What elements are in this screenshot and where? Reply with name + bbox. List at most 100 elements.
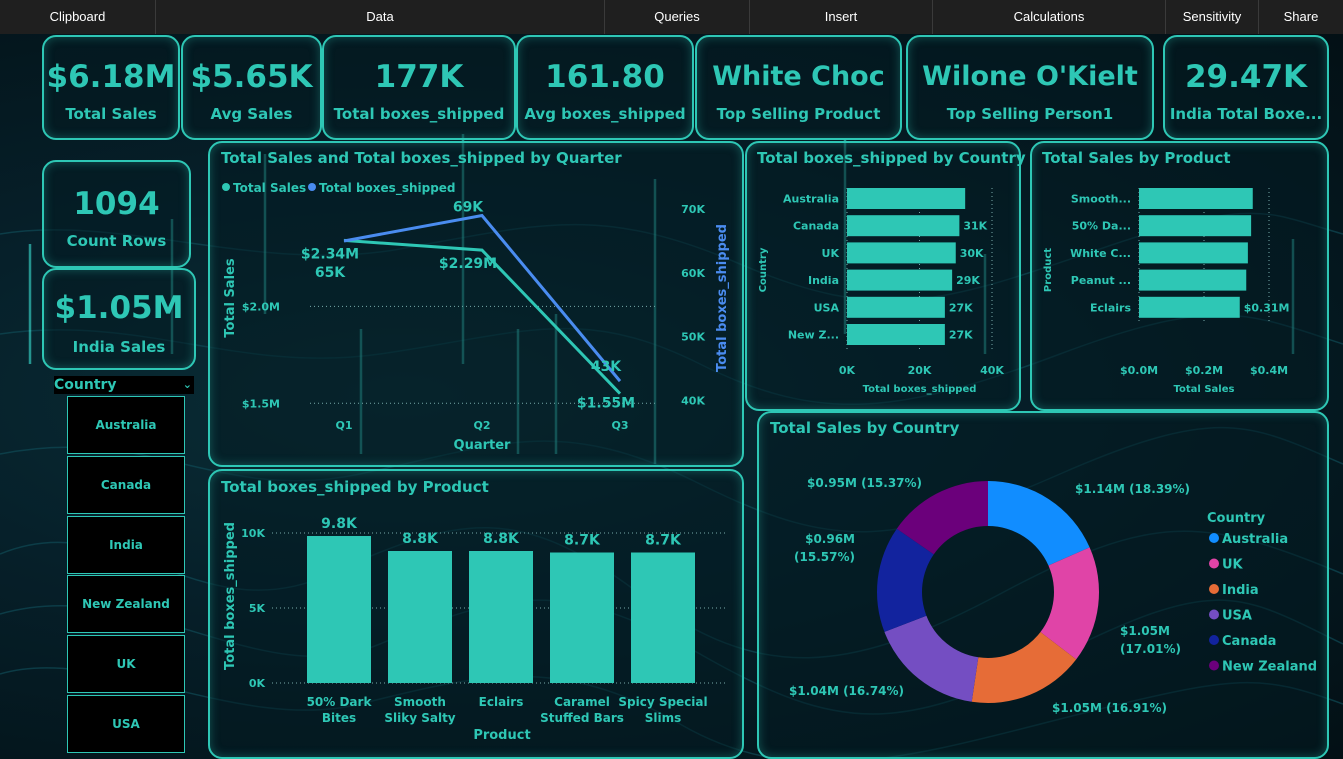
chart-card-sales-boxes-by-quarter[interactable] bbox=[208, 141, 744, 467]
chart-title: Total Sales by Country bbox=[770, 419, 960, 437]
bar bbox=[847, 188, 966, 209]
data-label: $0.95M (15.37%) bbox=[807, 476, 922, 490]
kpi-card-top-product[interactable]: White Choc Top Selling Product bbox=[695, 35, 902, 140]
y2-tick-label: 60K bbox=[681, 267, 705, 280]
donut-chart: $1.14M (18.39%) $1.05M (17.01%) $1.05M (16.… bbox=[789, 476, 1317, 715]
x-tick-label: Q1 bbox=[335, 419, 352, 432]
bar bbox=[847, 269, 953, 291]
series-line-total-boxes bbox=[343, 213, 622, 383]
slicer-title: Country bbox=[54, 377, 117, 393]
bar bbox=[847, 324, 945, 345]
kpi-card-total-sales[interactable]: $6.18M Total Sales bbox=[42, 35, 180, 140]
donut-slice bbox=[971, 632, 1077, 703]
x-tick-label: Sliky Salty bbox=[384, 711, 455, 725]
y-tick-label: White C... bbox=[1070, 247, 1131, 260]
kpi-card-top-person[interactable]: Wilone O'Kielt Top Selling Person1 bbox=[906, 35, 1154, 140]
y-tick-label: India bbox=[808, 274, 839, 287]
ribbon-tab-data[interactable]: Data bbox=[156, 0, 605, 34]
x-tick-label: 50% Dark bbox=[307, 695, 373, 709]
x-tick-label: Stuffed Bars bbox=[540, 711, 624, 725]
bar bbox=[631, 552, 695, 683]
bar bbox=[550, 552, 614, 683]
donut-slice bbox=[1040, 547, 1099, 660]
chart-title: Total Sales by Product bbox=[1042, 149, 1231, 167]
kpi-label: Top Selling Person1 bbox=[946, 105, 1114, 123]
x-tick-label: Slims bbox=[645, 711, 682, 725]
ribbon-tab-sensitivity[interactable]: Sensitivity bbox=[1166, 0, 1259, 34]
donut-slice bbox=[884, 615, 979, 702]
data-label: $0.31M bbox=[1244, 301, 1290, 314]
slicer-item-canada[interactable]: Canada bbox=[67, 456, 185, 514]
kpi-card-avg-boxes[interactable]: 161.80 Avg boxes_shipped bbox=[516, 35, 694, 140]
y-tick-label: 5K bbox=[249, 602, 266, 615]
legend-marker bbox=[1209, 635, 1219, 645]
bar bbox=[1139, 269, 1247, 291]
bar bbox=[1139, 242, 1248, 264]
kpi-value: $1.05M bbox=[54, 290, 184, 326]
bar-chart-product-sales: $0.0M $0.2M $0.4M Smooth... 50% Da... White C… bbox=[1043, 188, 1290, 395]
x-tick-label: Eclairs bbox=[479, 695, 524, 709]
chevron-down-icon[interactable]: ⌄ bbox=[182, 378, 192, 391]
kpi-value: $5.65K bbox=[190, 59, 313, 95]
data-label: $1.04M (16.74%) bbox=[789, 684, 904, 698]
data-label: 29K bbox=[956, 274, 980, 287]
ribbon-bar: Clipboard Data Queries Insert Calculatio… bbox=[0, 0, 1343, 34]
donut-slice bbox=[896, 481, 988, 555]
bar bbox=[1139, 188, 1253, 209]
legend-marker bbox=[1209, 558, 1219, 569]
slicer-item-new-zealand[interactable]: New Zealand bbox=[67, 575, 185, 633]
bar bbox=[847, 215, 960, 237]
kpi-value: 177K bbox=[374, 59, 464, 95]
data-label: 27K bbox=[949, 301, 973, 314]
data-label: $1.14M (18.39%) bbox=[1075, 482, 1190, 496]
legend-label: UK bbox=[1222, 558, 1244, 573]
legend-marker bbox=[1209, 533, 1219, 543]
chart-card-sales-by-country[interactable] bbox=[757, 411, 1329, 759]
x-tick-label: Smooth bbox=[394, 695, 446, 709]
slicer-item-australia[interactable]: Australia bbox=[67, 396, 185, 454]
kpi-label: India Sales bbox=[72, 338, 166, 356]
data-label: 9.8K bbox=[321, 516, 358, 532]
kpi-card-avg-sales[interactable]: $5.65K Avg Sales bbox=[181, 35, 322, 140]
y2-axis-title: Total boxes_shipped bbox=[715, 224, 730, 372]
kpi-card-india-sales[interactable]: $1.05M India Sales bbox=[42, 268, 196, 370]
ribbon-tab-share[interactable]: Share bbox=[1283, 9, 1319, 24]
legend-label: India bbox=[1222, 583, 1259, 598]
x-tick-label: Caramel bbox=[554, 695, 610, 709]
kpi-card-count-rows[interactable]: 1094 Count Rows bbox=[42, 160, 191, 268]
bar-chart-country: 0K 20K 40K Australia Canada 31K UK 30K India 29K U… bbox=[758, 188, 1004, 395]
kpi-label: Top Selling Product bbox=[716, 105, 881, 123]
y-tick-label: Peanut ... bbox=[1071, 274, 1131, 287]
ribbon-tab-clipboard[interactable]: Clipboard bbox=[0, 0, 156, 34]
slicer-item-india[interactable]: India bbox=[67, 516, 185, 574]
kpi-label: Avg boxes_shipped bbox=[524, 105, 686, 123]
bar bbox=[307, 536, 371, 683]
y-tick-label: Australia bbox=[783, 193, 839, 206]
kpi-value: 1094 bbox=[73, 186, 160, 222]
x-tick-label: Bites bbox=[322, 711, 356, 725]
kpi-card-total-boxes[interactable]: 177K Total boxes_shipped bbox=[322, 35, 516, 140]
bar bbox=[847, 242, 956, 264]
kpi-value: $6.18M bbox=[46, 59, 176, 95]
country-slicer-header[interactable]: Country ⌄ bbox=[54, 376, 194, 394]
slicer-item-usa[interactable]: USA bbox=[67, 695, 185, 753]
legend-marker bbox=[1209, 609, 1219, 620]
bar bbox=[469, 551, 533, 683]
slicer-item-uk[interactable]: UK bbox=[67, 635, 185, 693]
bar bbox=[1139, 215, 1252, 237]
kpi-value: 29.47K bbox=[1184, 59, 1308, 95]
y-axis-title: Product bbox=[1043, 248, 1054, 292]
x-tick-label: $0.2M bbox=[1185, 364, 1223, 377]
y-tick-label: Canada bbox=[793, 220, 839, 233]
y-axis-title: Total boxes_shipped bbox=[223, 522, 238, 670]
data-label: $2.29M bbox=[439, 256, 497, 272]
ribbon-tab-queries[interactable]: Queries bbox=[605, 0, 750, 34]
x-axis-title: Product bbox=[473, 728, 530, 743]
data-label: $1.05M (16.91%) bbox=[1052, 701, 1167, 715]
kpi-card-india-boxes[interactable]: 29.47K India Total Boxe... bbox=[1163, 35, 1329, 140]
ribbon-tab-calculations[interactable]: Calculations bbox=[933, 0, 1166, 34]
data-label: 27K bbox=[949, 329, 973, 342]
x-tick-label: $0.0M bbox=[1120, 364, 1158, 377]
ribbon-tab-insert[interactable]: Insert bbox=[750, 0, 933, 34]
legend-label: Australia bbox=[1222, 532, 1288, 547]
